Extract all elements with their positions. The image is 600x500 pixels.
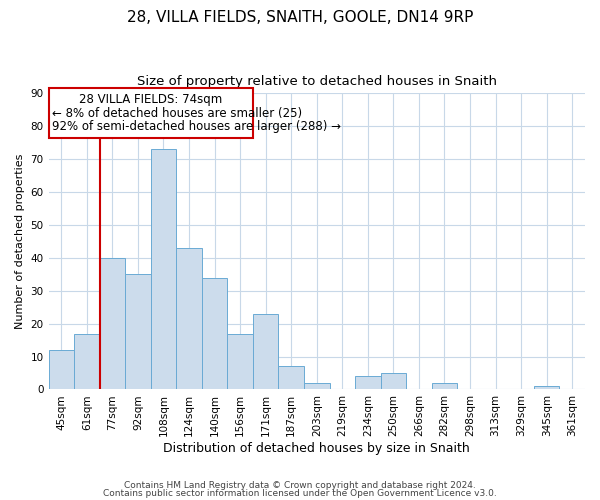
- Bar: [100, 258, 125, 390]
- Bar: [227, 334, 253, 390]
- Y-axis label: Number of detached properties: Number of detached properties: [15, 154, 25, 329]
- Bar: [176, 248, 202, 390]
- X-axis label: Distribution of detached houses by size in Snaith: Distribution of detached houses by size …: [163, 442, 470, 455]
- Bar: [432, 383, 457, 390]
- Text: Contains HM Land Registry data © Crown copyright and database right 2024.: Contains HM Land Registry data © Crown c…: [124, 481, 476, 490]
- Bar: [202, 278, 227, 390]
- Bar: [534, 386, 559, 390]
- Bar: [380, 373, 406, 390]
- Bar: [151, 150, 176, 390]
- Bar: [49, 350, 74, 390]
- Text: 92% of semi-detached houses are larger (288) →: 92% of semi-detached houses are larger (…: [52, 120, 341, 133]
- Bar: [355, 376, 380, 390]
- Bar: [304, 383, 329, 390]
- Bar: [125, 274, 151, 390]
- Text: 28 VILLA FIELDS: 74sqm: 28 VILLA FIELDS: 74sqm: [79, 93, 223, 106]
- Bar: [278, 366, 304, 390]
- Text: ← 8% of detached houses are smaller (25): ← 8% of detached houses are smaller (25): [52, 106, 302, 120]
- Text: 28, VILLA FIELDS, SNAITH, GOOLE, DN14 9RP: 28, VILLA FIELDS, SNAITH, GOOLE, DN14 9R…: [127, 10, 473, 25]
- FancyBboxPatch shape: [49, 88, 253, 138]
- Text: Contains public sector information licensed under the Open Government Licence v3: Contains public sector information licen…: [103, 488, 497, 498]
- Bar: [253, 314, 278, 390]
- Bar: [74, 334, 100, 390]
- Title: Size of property relative to detached houses in Snaith: Size of property relative to detached ho…: [137, 75, 497, 88]
